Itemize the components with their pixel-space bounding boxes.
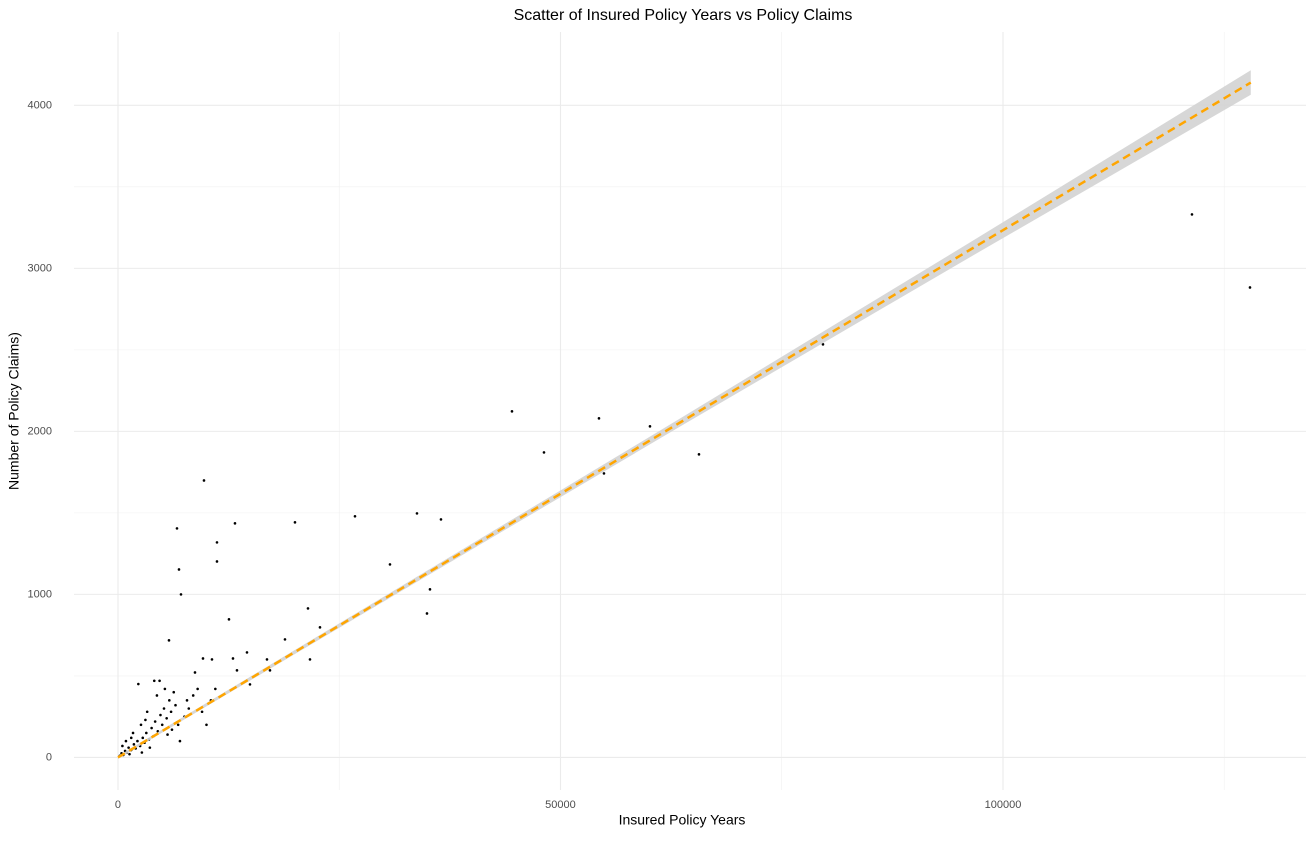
point bbox=[205, 723, 208, 727]
point bbox=[163, 687, 167, 691]
point bbox=[318, 626, 322, 629]
point bbox=[388, 563, 392, 566]
y-tick-label: 0 bbox=[46, 751, 52, 763]
point bbox=[128, 752, 131, 756]
point bbox=[293, 521, 297, 524]
point bbox=[175, 527, 179, 530]
x-axis-label: Insured Policy Years bbox=[619, 812, 746, 828]
point bbox=[176, 723, 180, 727]
point bbox=[821, 343, 825, 346]
point bbox=[168, 699, 171, 702]
point bbox=[439, 518, 443, 521]
point bbox=[542, 451, 546, 454]
point bbox=[174, 703, 177, 707]
point bbox=[160, 723, 164, 727]
point bbox=[155, 694, 159, 697]
point bbox=[214, 687, 217, 691]
point bbox=[165, 716, 168, 720]
point bbox=[129, 736, 133, 740]
point bbox=[132, 743, 136, 746]
point bbox=[306, 607, 310, 610]
point bbox=[510, 410, 514, 413]
point bbox=[268, 669, 272, 672]
point bbox=[148, 746, 152, 749]
fit-line bbox=[117, 81, 1252, 759]
y-tick-label: 4000 bbox=[28, 99, 52, 111]
point bbox=[150, 726, 153, 730]
point bbox=[139, 723, 143, 727]
chart-title: Scatter of Insured Policy Years vs Polic… bbox=[514, 7, 853, 24]
point bbox=[179, 593, 183, 596]
point bbox=[170, 728, 174, 731]
point bbox=[428, 588, 432, 591]
point bbox=[191, 694, 195, 697]
point bbox=[233, 522, 237, 525]
point bbox=[202, 479, 206, 482]
point bbox=[602, 472, 606, 475]
point bbox=[425, 612, 429, 615]
point bbox=[172, 690, 176, 694]
point bbox=[153, 720, 157, 723]
point bbox=[167, 639, 171, 642]
point bbox=[283, 638, 287, 641]
point bbox=[227, 618, 231, 621]
point bbox=[140, 751, 144, 754]
y-tick-label: 2000 bbox=[28, 425, 52, 437]
point bbox=[1190, 213, 1194, 216]
point bbox=[193, 671, 197, 674]
point bbox=[158, 679, 161, 683]
y-axis-label: Number of Policy Claims) bbox=[6, 332, 22, 490]
point bbox=[159, 713, 162, 717]
point bbox=[152, 679, 156, 683]
point bbox=[127, 746, 130, 749]
point bbox=[215, 560, 219, 563]
point bbox=[136, 739, 139, 743]
point bbox=[196, 687, 199, 691]
point bbox=[137, 682, 140, 686]
point bbox=[415, 512, 419, 515]
point bbox=[245, 651, 249, 654]
y-tick-label: 3000 bbox=[28, 262, 52, 274]
point bbox=[200, 710, 204, 714]
confidence-band bbox=[117, 70, 1251, 759]
point bbox=[265, 658, 269, 661]
point bbox=[131, 731, 135, 735]
point bbox=[178, 739, 182, 743]
point bbox=[162, 707, 166, 710]
point bbox=[124, 739, 128, 743]
y-tick-label: 1000 bbox=[28, 588, 52, 600]
point bbox=[121, 744, 124, 748]
point bbox=[353, 515, 357, 518]
point bbox=[648, 425, 652, 428]
point bbox=[144, 718, 147, 722]
point bbox=[145, 710, 149, 714]
point bbox=[697, 453, 701, 456]
point bbox=[201, 657, 205, 660]
point bbox=[231, 657, 235, 660]
point bbox=[597, 417, 601, 420]
point bbox=[185, 699, 189, 702]
x-tick-label: 0 bbox=[115, 799, 121, 811]
point bbox=[141, 736, 145, 740]
point bbox=[166, 733, 169, 736]
x-tick-label: 100000 bbox=[985, 799, 1022, 811]
point bbox=[248, 683, 252, 686]
point bbox=[308, 658, 312, 661]
point bbox=[210, 658, 214, 661]
point bbox=[169, 710, 173, 714]
point bbox=[215, 541, 219, 544]
point bbox=[177, 568, 181, 571]
point bbox=[145, 731, 148, 735]
point bbox=[1248, 286, 1252, 289]
point bbox=[235, 669, 239, 672]
x-tick-label: 50000 bbox=[545, 799, 576, 811]
point bbox=[187, 707, 191, 710]
